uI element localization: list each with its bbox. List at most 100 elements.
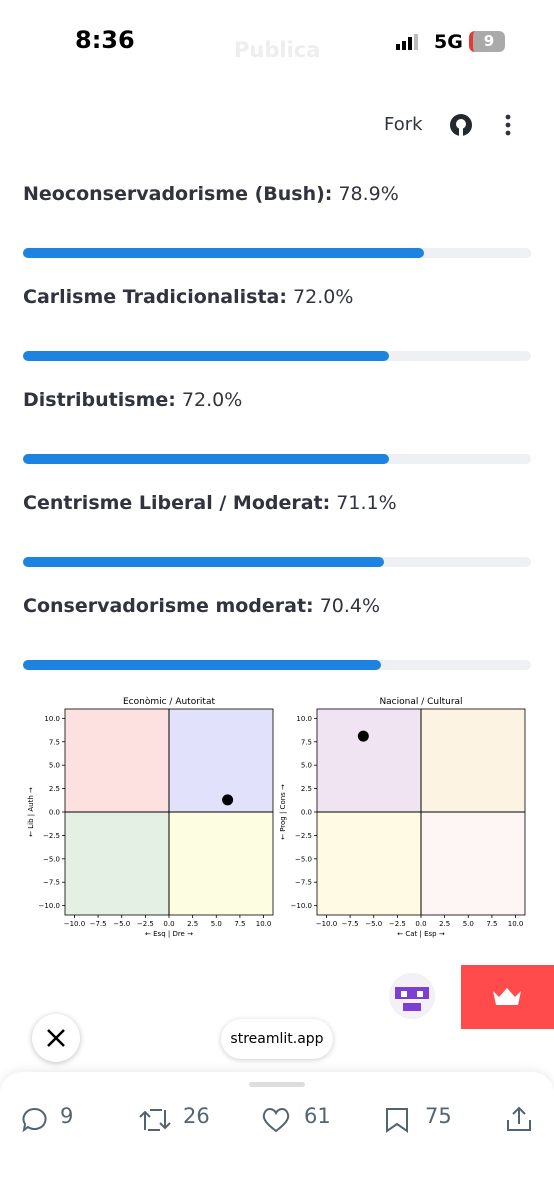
avatar[interactable] <box>389 973 435 1019</box>
y-tick-label: 5.0 <box>49 762 60 770</box>
x-tick-label: 2.5 <box>439 920 450 928</box>
repost-icon[interactable] <box>138 1106 172 1134</box>
quadrant <box>421 812 525 915</box>
result-label: Carlisme Tradicionalista: 72.0% <box>23 286 353 308</box>
page-title: Publica <box>234 38 321 62</box>
bookmark-count: 75 <box>425 1104 452 1128</box>
y-tick-label: 10.0 <box>44 715 60 723</box>
quadrant <box>317 812 421 915</box>
reply-icon[interactable] <box>20 1106 48 1134</box>
x-tick-label: −7.5 <box>342 920 359 928</box>
y-tick-label: 2.5 <box>49 785 60 793</box>
x-tick-label: 7.5 <box>486 920 497 928</box>
result-value: 72.0% <box>181 389 243 411</box>
result-name: Conservadorisme moderat: <box>23 595 314 617</box>
point <box>357 730 369 742</box>
x-tick-label: 5.0 <box>463 920 474 928</box>
bookmark-icon[interactable] <box>384 1106 410 1134</box>
quadrant <box>65 709 169 812</box>
progress-track <box>23 248 531 258</box>
fork-button[interactable]: Fork <box>384 114 423 135</box>
result-label: Distributisme: 72.0% <box>23 389 242 411</box>
y-tick-label: 0.0 <box>49 809 60 817</box>
progress-bar <box>23 248 424 258</box>
like-count: 61 <box>304 1104 331 1128</box>
x-tick-label: 7.5 <box>234 920 245 928</box>
result-label: Centrisme Liberal / Moderat: 71.1% <box>23 492 397 514</box>
x-tick-label: −5.0 <box>113 920 130 928</box>
y-tick-label: −2.5 <box>295 832 312 840</box>
close-button[interactable] <box>32 1014 80 1062</box>
progress-track <box>23 351 531 361</box>
y-axis-label: ← Lib | Auth → <box>27 787 35 837</box>
quadrant <box>169 709 273 812</box>
result-name: Neoconservadorisme (Bush): <box>23 183 333 205</box>
quadrant <box>169 812 273 915</box>
battery: 9 <box>469 31 505 52</box>
result-name: Carlisme Tradicionalista: <box>23 286 287 308</box>
repost-count: 26 <box>183 1104 210 1128</box>
y-tick-label: −5.0 <box>43 855 60 863</box>
chart-title: Econòmic / Autoritat <box>123 696 215 707</box>
x-tick-label: −10.0 <box>316 920 337 928</box>
bottom-sheet <box>0 1072 554 1200</box>
x-tick-label: 0.0 <box>163 920 174 928</box>
y-tick-label: 10.0 <box>296 715 312 723</box>
y-tick-label: −2.5 <box>43 832 60 840</box>
chart-title: Nacional / Cultural <box>379 697 462 707</box>
result-value: 71.1% <box>336 492 397 514</box>
x-tick-label: 2.5 <box>187 920 198 928</box>
x-tick-label: −2.5 <box>389 920 406 928</box>
progress-bar <box>23 454 389 464</box>
y-tick-label: −7.5 <box>43 879 60 887</box>
result-value: 70.4% <box>319 595 381 617</box>
y-tick-label: 5.0 <box>301 762 312 770</box>
result-name: Centrisme Liberal / Moderat: <box>23 492 331 514</box>
progress-bar <box>23 660 381 670</box>
x-tick-label: −2.5 <box>137 920 154 928</box>
url-pill[interactable]: streamlit.app <box>221 1019 333 1059</box>
y-tick-label: 0.0 <box>301 809 312 817</box>
progress-bar <box>23 557 385 567</box>
y-tick-label: −7.5 <box>295 879 312 887</box>
x-tick-label: 10.0 <box>508 920 524 928</box>
quadrant <box>317 709 421 812</box>
result-value: 72.0% <box>293 286 354 308</box>
y-tick-label: −5.0 <box>295 855 312 863</box>
progress-track <box>23 557 531 567</box>
progress-track <box>23 660 531 670</box>
menu-icon[interactable] <box>503 114 513 138</box>
x-tick-label: 0.0 <box>415 920 426 928</box>
x-tick-label: −5.0 <box>365 920 382 928</box>
y-tick-label: −10.0 <box>39 902 60 910</box>
result-label: Neoconservadorisme (Bush): 78.9% <box>23 183 399 205</box>
y-tick-label: −10.0 <box>291 902 312 910</box>
x-tick-label: −7.5 <box>90 920 107 928</box>
y-tick-label: 7.5 <box>301 738 312 746</box>
share-icon[interactable] <box>505 1104 533 1134</box>
x-tick-label: 10.0 <box>256 920 272 928</box>
quadrant <box>65 812 169 915</box>
signal-icon <box>396 34 418 50</box>
streamlit-badge[interactable] <box>461 965 554 1029</box>
progress-track <box>23 454 531 464</box>
y-tick-label: 2.5 <box>301 785 312 793</box>
point <box>222 794 234 806</box>
network: 5G <box>434 31 463 53</box>
y-axis-label: ← Prog | Cons → <box>279 784 287 840</box>
result-value: 78.9% <box>338 183 399 205</box>
x-axis-label: ← Esq | Dre → <box>145 930 193 938</box>
time: 8:36 <box>75 26 135 54</box>
x-tick-label: −10.0 <box>64 920 85 928</box>
reply-count: 9 <box>60 1104 74 1128</box>
like-icon[interactable] <box>260 1106 292 1134</box>
x-axis-label: ← Cat | Esp → <box>397 930 445 938</box>
result-name: Distributisme: <box>23 389 176 411</box>
result-label: Conservadorisme moderat: 70.4% <box>23 595 380 617</box>
progress-bar <box>23 351 389 361</box>
quadrant <box>421 709 525 812</box>
x-tick-label: 5.0 <box>211 920 222 928</box>
charts: Econòmic / Autoritat −10.0 −7.5 −5.0 −2.5 0.0… <box>27 696 526 938</box>
github-icon[interactable] <box>449 113 473 137</box>
